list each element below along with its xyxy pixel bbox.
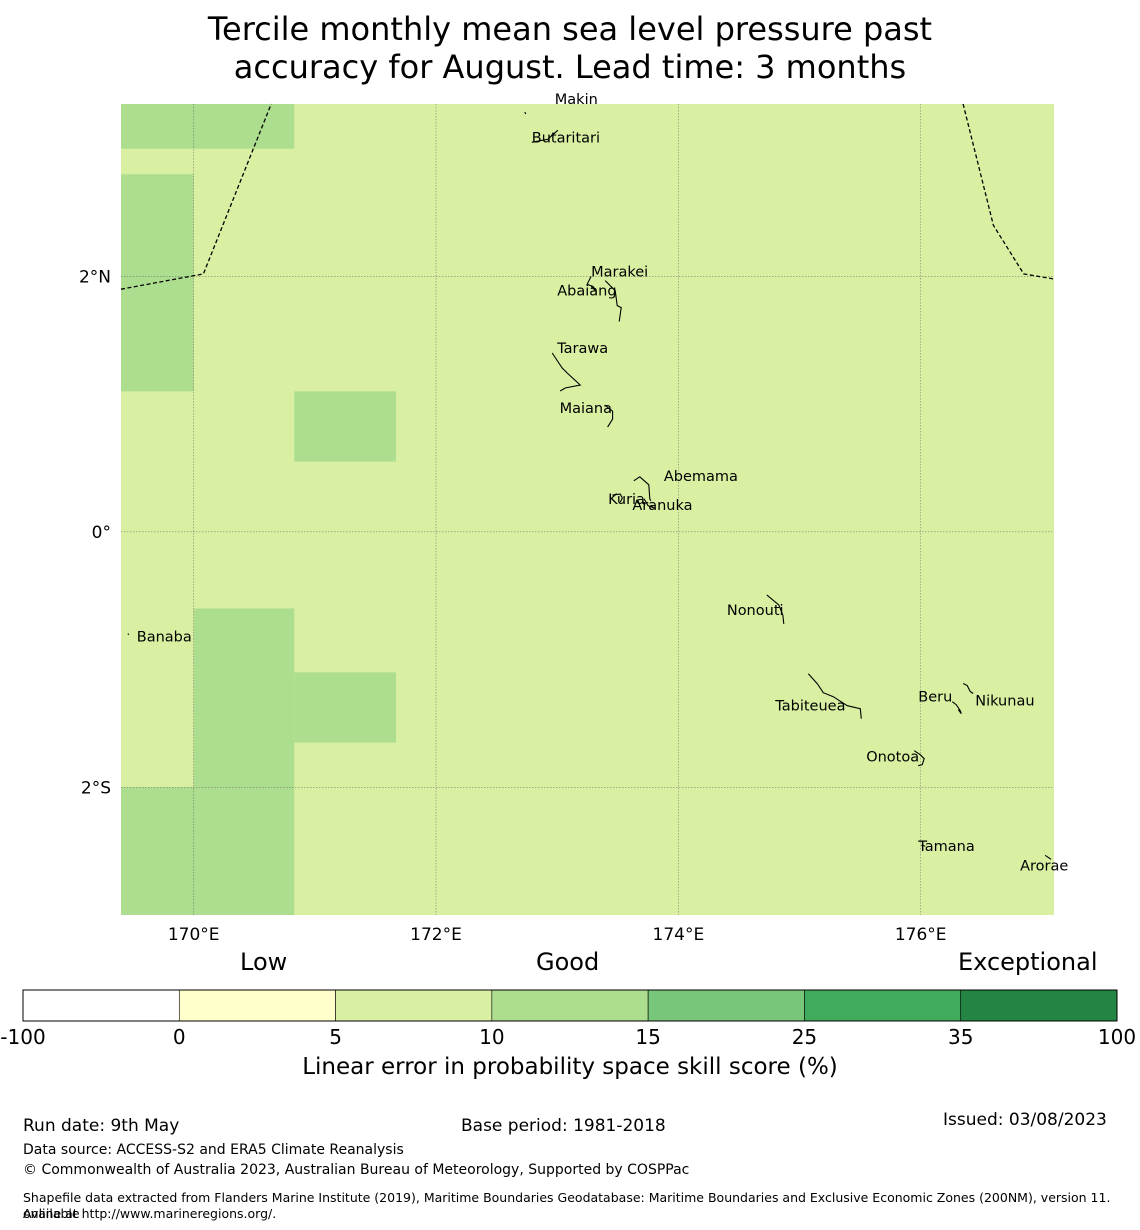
atoll-outline bbox=[1044, 854, 1052, 860]
island-label: Banaba bbox=[137, 630, 192, 646]
colorbar-tick-label: 10 bbox=[479, 1025, 504, 1049]
run-date: Run date: 9th May bbox=[23, 1116, 180, 1136]
atoll-outline bbox=[127, 633, 130, 636]
axis-ticks: 170°E 172°E 174°E 176°E 2°N 0° 2°S bbox=[79, 267, 947, 945]
lat-tick-label: 2°N bbox=[79, 267, 111, 287]
skill-cell-10-15 bbox=[121, 174, 194, 392]
colorbar-tick-label: 0 bbox=[173, 1025, 186, 1049]
title-line-2: accuracy for August. Lead time: 3 months bbox=[233, 48, 907, 86]
atoll-outline bbox=[524, 111, 527, 115]
graticule bbox=[121, 104, 1054, 915]
eez-boundary-line bbox=[120, 103, 272, 290]
atoll-outline bbox=[951, 701, 962, 715]
atoll-outline bbox=[633, 476, 652, 502]
atoll-outline bbox=[962, 683, 974, 694]
colorbar-tick-label: 35 bbox=[948, 1025, 973, 1049]
colorbar-outline bbox=[22, 989, 1118, 1022]
copyright: © Commonwealth of Australia 2023, Austra… bbox=[23, 1162, 690, 1178]
island-label: Arorae bbox=[1020, 858, 1068, 874]
coastlines bbox=[127, 111, 1052, 860]
atoll-outline bbox=[807, 673, 862, 719]
island-label: Onotoa bbox=[866, 750, 919, 766]
colorbar-tick-label: -100 bbox=[0, 1025, 45, 1049]
atoll-outline bbox=[913, 750, 925, 767]
eez-boundary-line bbox=[962, 103, 1055, 280]
island-label: Nonouti bbox=[727, 603, 784, 619]
lon-tick-label: 176°E bbox=[895, 925, 947, 945]
atoll-outline bbox=[604, 404, 614, 428]
shapefile-credit-line-1: Shapefile data extracted from Flanders M… bbox=[23, 1190, 1111, 1221]
colorbar-segment bbox=[804, 989, 962, 1022]
island-label: Abemama bbox=[664, 469, 738, 485]
island-label: Aranuka bbox=[632, 498, 692, 514]
colorbar-heading-exceptional: Exceptional bbox=[958, 948, 1098, 976]
colorbar-tick-label: 15 bbox=[635, 1025, 660, 1049]
skill-cell-10-15 bbox=[294, 672, 397, 743]
skill-cell-10-15 bbox=[121, 787, 295, 915]
data-source: Data source: ACCESS-S2 and ERA5 Climate … bbox=[23, 1142, 404, 1158]
atoll-outline bbox=[921, 844, 926, 847]
colorbar-segment bbox=[22, 989, 180, 1022]
atoll-outline bbox=[531, 129, 559, 143]
atoll-outline bbox=[766, 594, 785, 624]
island-label: Tarawa bbox=[556, 341, 608, 357]
issued-date: Issued: 03/08/2023 bbox=[943, 1110, 1107, 1130]
island-label: Maiana bbox=[560, 401, 612, 417]
skill-cell-10-15 bbox=[193, 608, 295, 788]
title-line-1: Tercile monthly mean sea level pressure … bbox=[207, 10, 933, 48]
island-label: Abaiang bbox=[557, 284, 616, 300]
atoll-outline bbox=[604, 280, 622, 322]
skill-cells bbox=[121, 104, 397, 915]
colorbar-segment bbox=[335, 989, 493, 1022]
island-labels: Makin Butaritari Marakei Abaiang Tarawa Maian… bbox=[137, 92, 1069, 874]
island-label: Kuria bbox=[608, 492, 645, 508]
skill-cell-10-15 bbox=[121, 104, 295, 149]
colorbar-heading-low: Low bbox=[240, 948, 288, 976]
map-title: Tercile monthly mean sea level pressure … bbox=[0, 10, 1140, 86]
island-label: Nikunau bbox=[975, 694, 1034, 710]
colorbar-segment bbox=[960, 989, 1118, 1022]
lon-tick-label: 172°E bbox=[410, 925, 462, 945]
colorbar-tick-label: 5 bbox=[329, 1025, 342, 1049]
atoll-outline bbox=[643, 498, 655, 509]
shapefile-credit-line-2: online at http://www.marineregions.org/. bbox=[23, 1206, 277, 1221]
lat-tick-label: 0° bbox=[92, 523, 111, 543]
base-period: Base period: 1981-2018 bbox=[461, 1116, 666, 1136]
island-label: Tamana bbox=[917, 839, 974, 855]
island-label: Butaritari bbox=[532, 130, 600, 146]
colorbar-segment bbox=[647, 989, 805, 1022]
island-label: Tabiteuea bbox=[774, 699, 845, 715]
island-label: Makin bbox=[555, 92, 598, 108]
colorbar-segment bbox=[178, 989, 336, 1022]
atoll-outline bbox=[586, 276, 596, 291]
eez-boundaries bbox=[120, 103, 1055, 290]
lat-tick-label: 2°S bbox=[81, 778, 111, 798]
atoll-outline bbox=[551, 352, 582, 392]
colorbar: -100 0 5 10 15 25 35 100 bbox=[0, 989, 1136, 1049]
island-label: Marakei bbox=[591, 264, 648, 280]
lon-tick-label: 170°E bbox=[168, 925, 220, 945]
colorbar-heading-good: Good bbox=[536, 948, 600, 976]
colorbar-tick-label: 25 bbox=[792, 1025, 817, 1049]
colorbar-segment bbox=[491, 989, 649, 1022]
island-label: Beru bbox=[918, 690, 952, 706]
lon-tick-label: 174°E bbox=[653, 925, 705, 945]
colorbar-label: Linear error in probability space skill … bbox=[302, 1054, 838, 1080]
atoll-outline bbox=[612, 493, 623, 503]
skill-cell-10-15 bbox=[294, 391, 397, 462]
colorbar-tick-label: 100 bbox=[1098, 1025, 1136, 1049]
